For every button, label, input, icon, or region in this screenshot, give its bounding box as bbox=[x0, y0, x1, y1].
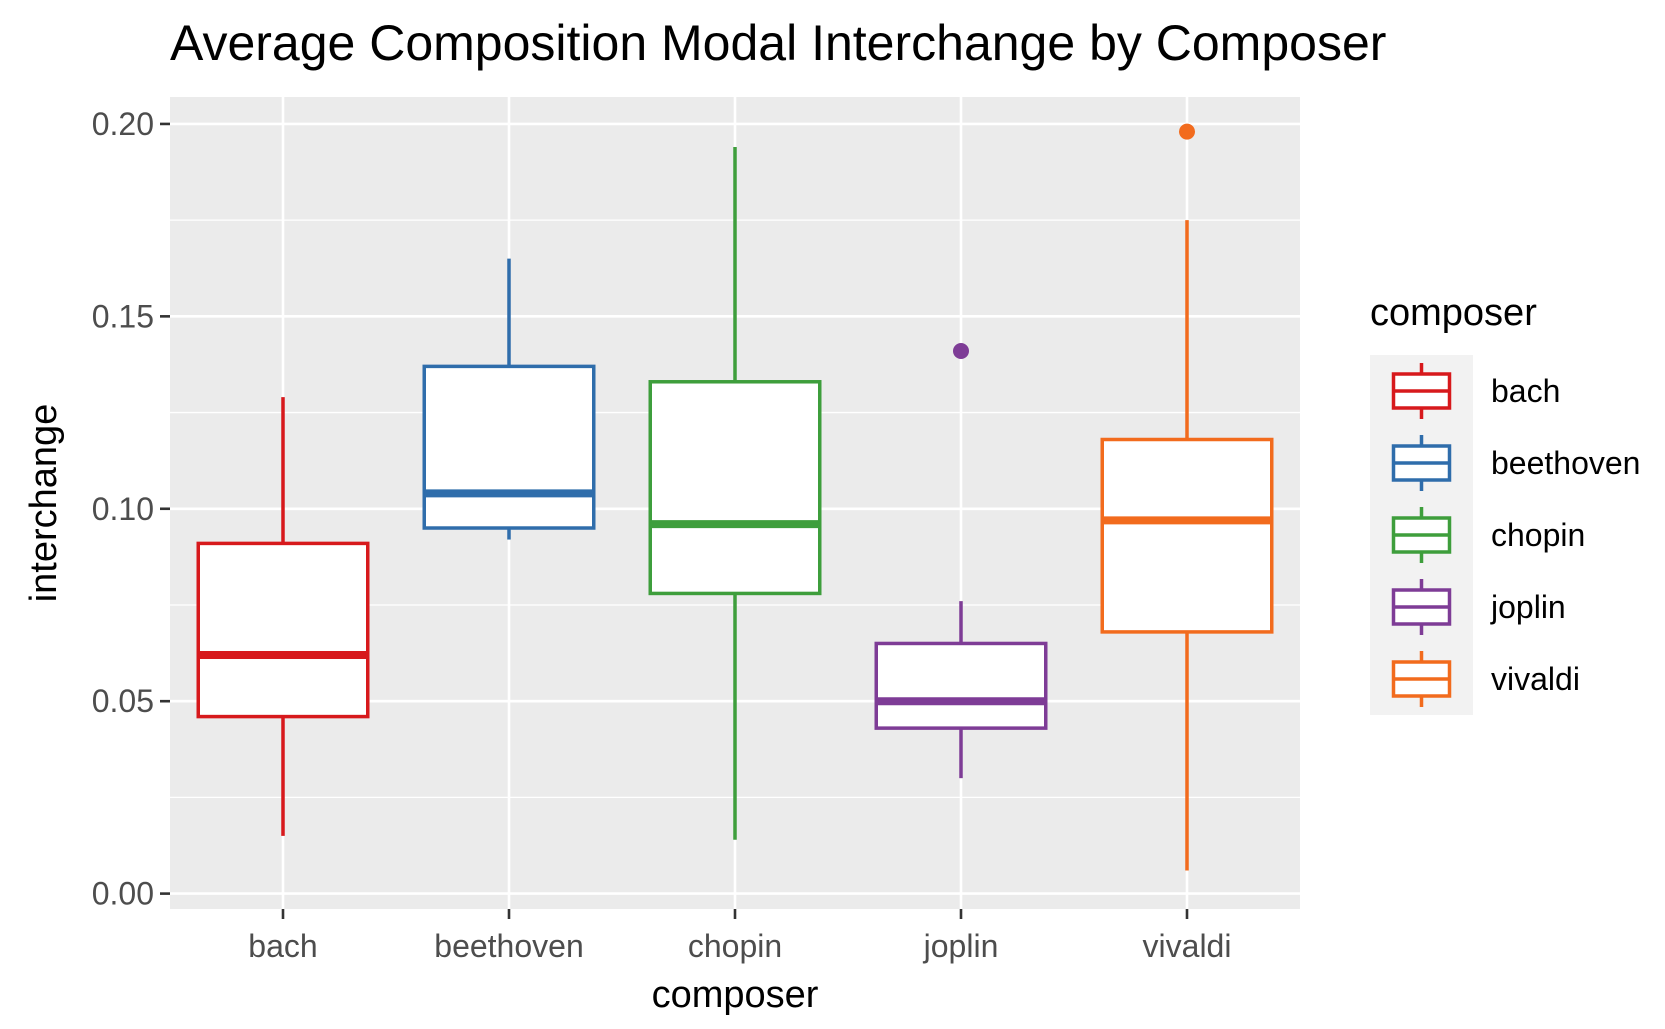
legend-title: composer bbox=[1370, 292, 1537, 334]
legend-label: vivaldi bbox=[1491, 661, 1580, 697]
legend: composer bach beethoven chopin joplin vivald… bbox=[1370, 292, 1640, 715]
x-tick-label: joplin bbox=[923, 928, 999, 964]
legend-item-joplin: joplin bbox=[1391, 579, 1566, 635]
box-joplin bbox=[874, 342, 1048, 779]
outlier-point bbox=[1179, 123, 1195, 140]
box-iqr bbox=[196, 541, 370, 719]
outlier-point bbox=[953, 342, 969, 359]
boxes bbox=[196, 123, 1274, 871]
x-tick-label: vivaldi bbox=[1143, 928, 1232, 964]
legend-label: chopin bbox=[1491, 517, 1585, 553]
box-chopin bbox=[648, 147, 822, 840]
y-tick-label: 0.15 bbox=[92, 298, 154, 334]
y-tick-label: 0.10 bbox=[92, 491, 154, 527]
x-axis: bach beethoven chopin joplin vivaldi bbox=[248, 909, 1231, 964]
box-vivaldi bbox=[1100, 123, 1274, 871]
legend-item-beethoven: beethoven bbox=[1391, 435, 1640, 491]
y-tick-label: 0.00 bbox=[92, 876, 154, 912]
box-iqr bbox=[874, 641, 1048, 730]
box-iqr bbox=[648, 380, 822, 596]
box-iqr bbox=[1100, 437, 1274, 634]
y-axis-title: interchange bbox=[23, 404, 65, 603]
y-axis: 0.00 0.05 0.10 0.15 0.20 bbox=[92, 106, 170, 912]
legend-item-chopin: chopin bbox=[1391, 507, 1585, 563]
x-tick-label: bach bbox=[248, 928, 317, 964]
legend-label: beethoven bbox=[1491, 445, 1640, 481]
legend-item-vivaldi: vivaldi bbox=[1391, 651, 1580, 707]
x-tick-label: beethoven bbox=[434, 928, 583, 964]
chart-title: Average Composition Modal Interchange by… bbox=[170, 15, 1386, 71]
box-iqr bbox=[422, 364, 596, 530]
legend-label: joplin bbox=[1490, 589, 1566, 625]
box-beethoven bbox=[422, 258, 596, 540]
x-axis-title: composer bbox=[652, 974, 819, 1016]
y-tick-label: 0.20 bbox=[92, 106, 154, 142]
box-bach bbox=[196, 397, 370, 836]
x-tick-label: chopin bbox=[688, 928, 782, 964]
legend-label: bach bbox=[1491, 373, 1560, 409]
y-tick-label: 0.05 bbox=[92, 683, 154, 719]
legend-item-bach: bach bbox=[1391, 363, 1560, 419]
